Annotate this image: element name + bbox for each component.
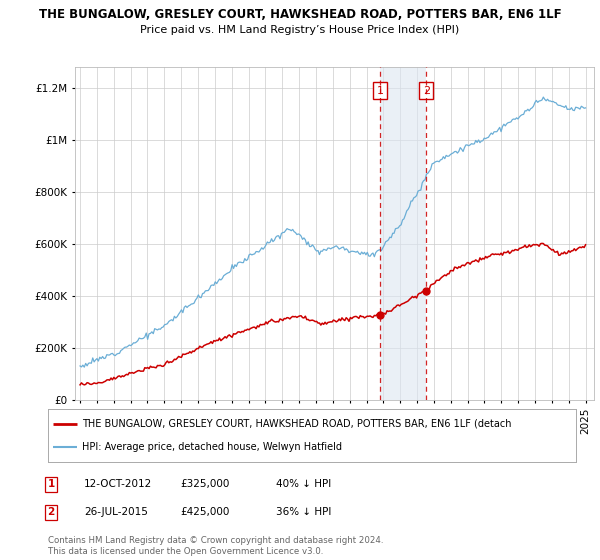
Text: 40% ↓ HPI: 40% ↓ HPI — [276, 479, 331, 489]
Text: 1: 1 — [376, 86, 383, 96]
Text: £325,000: £325,000 — [180, 479, 229, 489]
Text: Price paid vs. HM Land Registry’s House Price Index (HPI): Price paid vs. HM Land Registry’s House … — [140, 25, 460, 35]
Text: THE BUNGALOW, GRESLEY COURT, HAWKSHEAD ROAD, POTTERS BAR, EN6 1LF: THE BUNGALOW, GRESLEY COURT, HAWKSHEAD R… — [38, 8, 562, 21]
Text: 1: 1 — [47, 479, 55, 489]
Text: £425,000: £425,000 — [180, 507, 229, 517]
Bar — [380, 67, 427, 400]
Text: HPI: Average price, detached house, Welwyn Hatfield: HPI: Average price, detached house, Welw… — [82, 442, 343, 452]
Text: Contains HM Land Registry data © Crown copyright and database right 2024.
This d: Contains HM Land Registry data © Crown c… — [48, 536, 383, 556]
Text: 36% ↓ HPI: 36% ↓ HPI — [276, 507, 331, 517]
Text: 12-OCT-2012: 12-OCT-2012 — [84, 479, 152, 489]
Text: 2: 2 — [423, 86, 430, 96]
Text: 26-JUL-2015: 26-JUL-2015 — [84, 507, 148, 517]
Text: 2: 2 — [47, 507, 55, 517]
Text: THE BUNGALOW, GRESLEY COURT, HAWKSHEAD ROAD, POTTERS BAR, EN6 1LF (detach: THE BUNGALOW, GRESLEY COURT, HAWKSHEAD R… — [82, 419, 512, 429]
